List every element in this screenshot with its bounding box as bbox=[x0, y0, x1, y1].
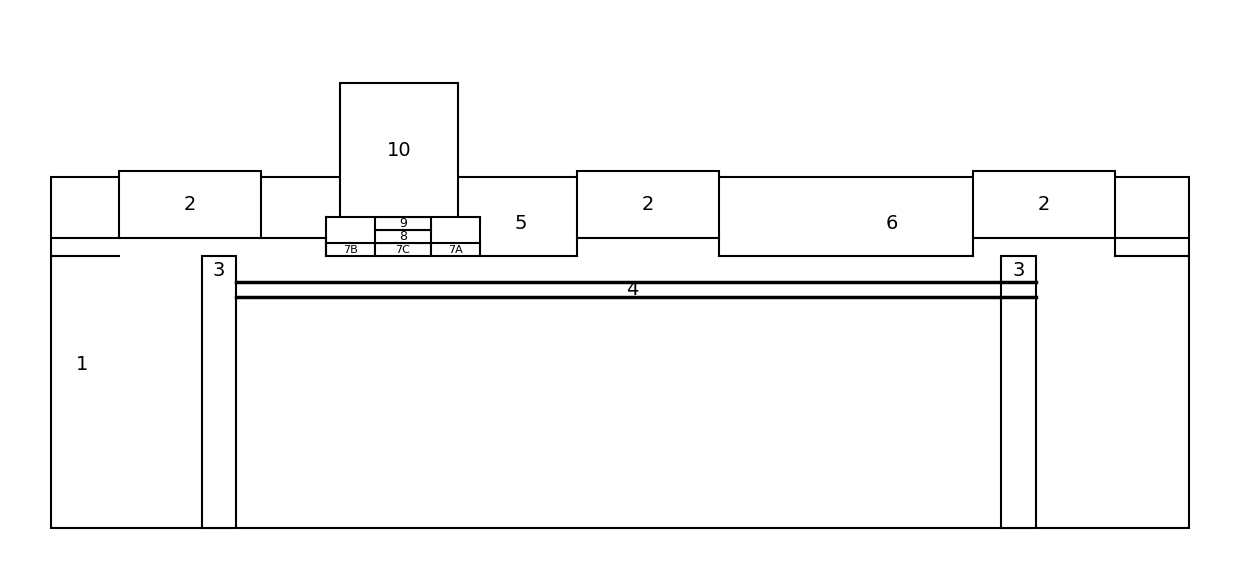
Text: 7B: 7B bbox=[343, 245, 357, 255]
Text: 2: 2 bbox=[1038, 195, 1050, 214]
Text: 2: 2 bbox=[641, 195, 653, 214]
Bar bbox=[341, 83, 458, 218]
Bar bbox=[119, 171, 262, 238]
Text: 1: 1 bbox=[76, 355, 88, 374]
Text: 3: 3 bbox=[213, 261, 226, 280]
Text: 2: 2 bbox=[184, 195, 196, 214]
Bar bbox=[374, 230, 430, 243]
Text: 5: 5 bbox=[515, 214, 527, 233]
Bar bbox=[374, 243, 430, 256]
Bar bbox=[577, 171, 719, 238]
Bar bbox=[1001, 256, 1035, 528]
Text: 3: 3 bbox=[1012, 261, 1024, 280]
Text: 10: 10 bbox=[387, 141, 412, 159]
Text: 7A: 7A bbox=[448, 245, 463, 255]
Bar bbox=[326, 243, 374, 256]
Bar bbox=[972, 171, 1115, 238]
Bar bbox=[202, 256, 237, 528]
Text: 7C: 7C bbox=[396, 245, 410, 255]
Text: 4: 4 bbox=[626, 280, 639, 299]
Text: 6: 6 bbox=[887, 214, 898, 233]
Bar bbox=[374, 218, 430, 230]
Text: 9: 9 bbox=[399, 218, 407, 230]
Bar bbox=[51, 177, 1189, 528]
Bar bbox=[430, 243, 480, 256]
Text: 8: 8 bbox=[399, 230, 407, 243]
